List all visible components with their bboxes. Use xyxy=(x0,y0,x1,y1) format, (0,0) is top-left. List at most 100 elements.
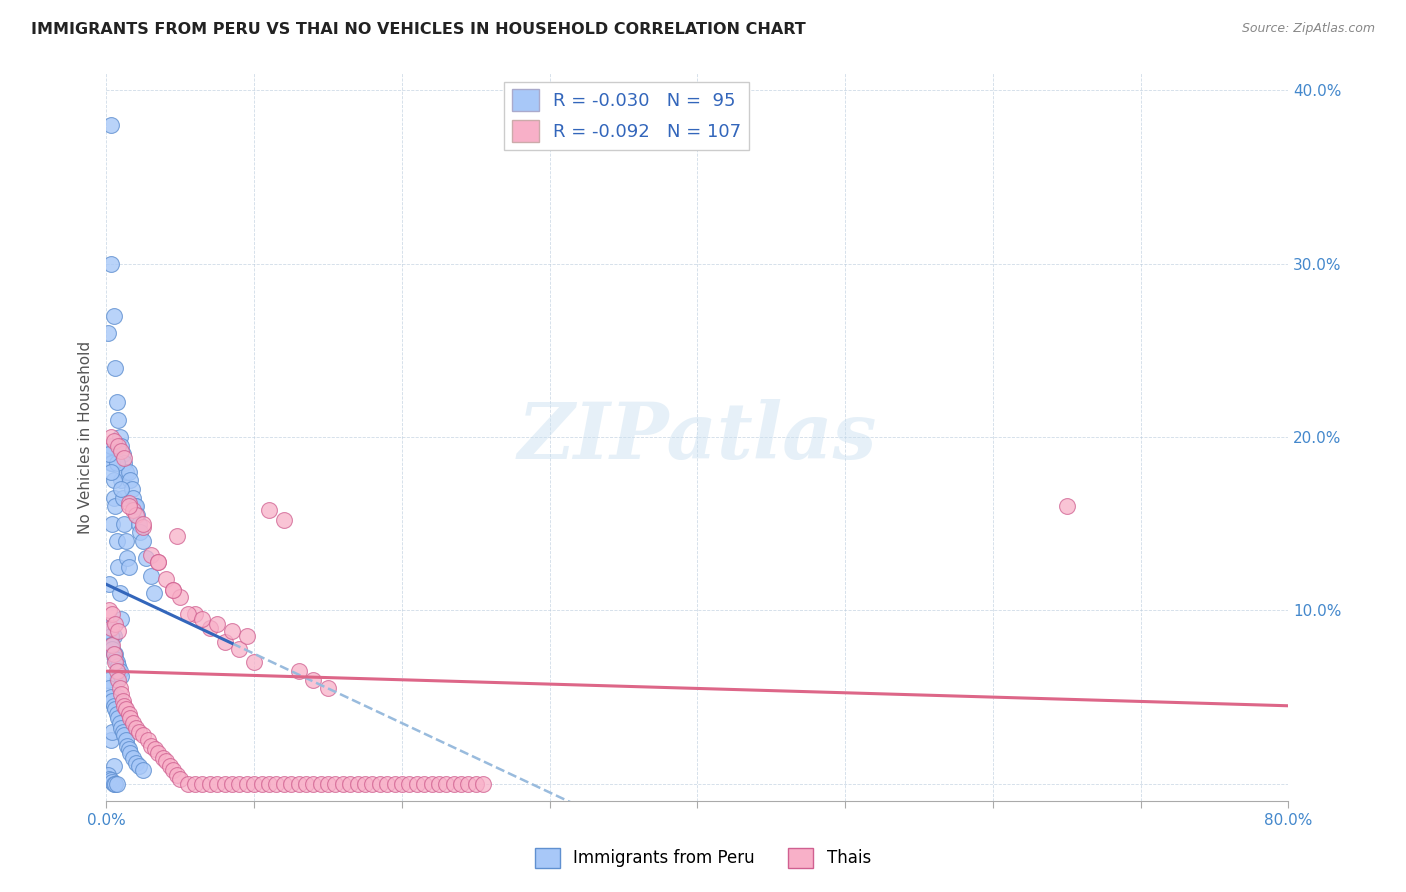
Point xyxy=(107,659,129,673)
Point xyxy=(273,777,295,791)
Point xyxy=(98,577,121,591)
Point xyxy=(120,474,142,488)
Point xyxy=(443,777,465,791)
Point xyxy=(177,607,200,621)
Point xyxy=(103,759,125,773)
Point xyxy=(198,777,221,791)
Point xyxy=(236,777,259,791)
Point xyxy=(100,621,122,635)
Point xyxy=(117,742,139,756)
Point xyxy=(184,607,207,621)
Point xyxy=(114,702,136,716)
Point xyxy=(104,500,127,514)
Point xyxy=(325,777,347,791)
Point xyxy=(169,590,191,604)
Point xyxy=(114,465,136,479)
Point xyxy=(97,673,120,687)
Point xyxy=(405,777,427,791)
Point xyxy=(100,690,122,705)
Point xyxy=(105,664,128,678)
Point xyxy=(100,465,122,479)
Point xyxy=(287,664,309,678)
Point xyxy=(354,777,377,791)
Point xyxy=(316,681,339,696)
Point xyxy=(228,641,250,656)
Point xyxy=(103,434,125,448)
Point xyxy=(101,638,124,652)
Point xyxy=(280,777,302,791)
Point xyxy=(243,777,266,791)
Point xyxy=(155,572,177,586)
Point xyxy=(110,444,132,458)
Point xyxy=(108,430,131,444)
Point xyxy=(103,647,125,661)
Point xyxy=(221,624,243,639)
Text: IMMIGRANTS FROM PERU VS THAI NO VEHICLES IN HOUSEHOLD CORRELATION CHART: IMMIGRANTS FROM PERU VS THAI NO VEHICLES… xyxy=(31,22,806,37)
Point xyxy=(129,525,152,540)
Point xyxy=(120,746,142,760)
Point xyxy=(339,777,361,791)
Point xyxy=(143,742,166,756)
Point xyxy=(104,617,127,632)
Point xyxy=(103,309,125,323)
Point xyxy=(101,724,124,739)
Point xyxy=(207,617,229,632)
Point xyxy=(112,728,135,742)
Point xyxy=(105,456,128,470)
Point xyxy=(132,763,155,777)
Point xyxy=(101,456,124,470)
Point xyxy=(316,777,339,791)
Point xyxy=(101,516,124,531)
Point xyxy=(221,777,243,791)
Point xyxy=(257,777,280,791)
Point xyxy=(100,430,122,444)
Point xyxy=(122,491,145,505)
Point xyxy=(105,707,128,722)
Point xyxy=(108,716,131,731)
Point xyxy=(184,777,207,791)
Point xyxy=(122,751,145,765)
Point xyxy=(214,777,236,791)
Point xyxy=(139,739,162,753)
Point xyxy=(97,768,120,782)
Point xyxy=(128,724,150,739)
Point xyxy=(105,395,128,409)
Point xyxy=(117,496,139,510)
Point xyxy=(236,629,259,643)
Point xyxy=(420,777,443,791)
Point xyxy=(139,568,162,582)
Point xyxy=(117,707,139,722)
Point xyxy=(122,716,145,731)
Point xyxy=(148,555,170,569)
Point xyxy=(103,491,125,505)
Point xyxy=(100,257,122,271)
Point xyxy=(115,739,138,753)
Point xyxy=(110,687,132,701)
Point xyxy=(132,516,155,531)
Point xyxy=(98,603,121,617)
Point xyxy=(101,629,124,643)
Point xyxy=(136,733,159,747)
Point xyxy=(112,516,135,531)
Point xyxy=(162,763,184,777)
Point xyxy=(413,777,436,791)
Point xyxy=(100,638,122,652)
Point xyxy=(120,711,142,725)
Point xyxy=(121,482,143,496)
Point xyxy=(273,513,295,527)
Point xyxy=(104,360,127,375)
Point xyxy=(155,754,177,768)
Point xyxy=(132,534,155,549)
Point xyxy=(148,746,170,760)
Text: Source: ZipAtlas.com: Source: ZipAtlas.com xyxy=(1241,22,1375,36)
Point xyxy=(111,693,134,707)
Point xyxy=(100,118,122,132)
Point xyxy=(302,777,325,791)
Point xyxy=(105,777,128,791)
Point xyxy=(110,482,132,496)
Point xyxy=(139,548,162,562)
Legend: Immigrants from Peru, Thais: Immigrants from Peru, Thais xyxy=(529,841,877,875)
Point xyxy=(111,724,134,739)
Point xyxy=(114,733,136,747)
Point xyxy=(100,629,122,643)
